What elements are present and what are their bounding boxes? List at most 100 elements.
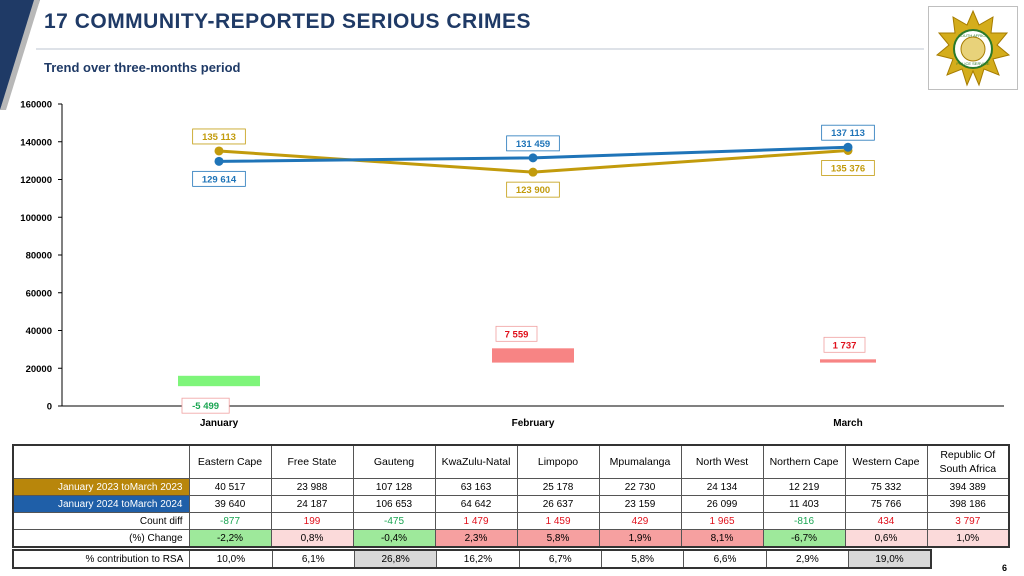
cell: 434 [844, 512, 928, 530]
cell: 199 [270, 512, 354, 530]
row-label-2024: January 2024 toMarch 2024 [12, 495, 190, 513]
table-header-row: Eastern Cape Free State Gauteng KwaZulu-… [13, 444, 1010, 479]
series-point [214, 146, 224, 156]
column-header: North West [680, 444, 764, 479]
svg-text:POLICE SERVICE: POLICE SERVICE [956, 61, 990, 66]
data-label-box [192, 128, 246, 145]
cell: 12 219 [762, 478, 846, 496]
x-tick-label: January [200, 418, 239, 429]
contribution-table: % contribution to RSA 10,0% 6,1% 26,8% 1… [12, 549, 932, 569]
cell: 75 766 [844, 495, 928, 513]
data-label: 129 614 [202, 174, 237, 185]
star-badge-icon: SOUTH AFRICA POLICE SERVICE [935, 9, 1011, 87]
row-label-2023: January 2023 toMarch 2023 [12, 478, 190, 496]
difference-label-box [495, 325, 538, 342]
cell: 10,0% [189, 549, 273, 569]
cell: 429 [598, 512, 682, 530]
cell: -475 [352, 512, 436, 530]
y-tick-label: 100000 [20, 213, 52, 224]
cell: 3 797 [926, 512, 1010, 530]
y-tick-label: 160000 [20, 100, 52, 111]
cell: -877 [188, 512, 272, 530]
data-label: 135 113 [202, 132, 236, 143]
cell: 6,1% [271, 549, 355, 569]
data-label-box [821, 160, 875, 176]
difference-label-box [181, 397, 230, 414]
cell: 2,9% [765, 549, 850, 569]
cell: 11 403 [762, 495, 846, 513]
cell: 5,8% [600, 549, 685, 569]
series-point [843, 142, 853, 152]
cell: 75 332 [844, 478, 928, 496]
cell: 398 186 [926, 495, 1010, 513]
column-header: Limpopo [516, 444, 600, 479]
svg-text:SOUTH AFRICA: SOUTH AFRICA [958, 33, 988, 38]
data-label-box [506, 181, 560, 198]
y-tick-label: 40000 [26, 326, 52, 337]
cell: 24 187 [270, 495, 354, 513]
cell: -816 [762, 512, 846, 530]
difference-label: -5 499 [192, 401, 219, 412]
cell: 24 134 [680, 478, 764, 496]
table-row: January 2024 toMarch 2024 39 640 24 187 … [12, 495, 1010, 513]
series-point [528, 167, 538, 177]
row-label-count-diff: Count diff [12, 512, 190, 530]
table-row: Count diff -877 199 -475 1 479 1 459 429… [12, 512, 1010, 530]
cell: 106 653 [352, 495, 436, 513]
cell: 1 479 [434, 512, 518, 530]
column-header: Western Cape [844, 444, 928, 479]
cell: 1 965 [680, 512, 764, 530]
table-row: % contribution to RSA 10,0% 6,1% 26,8% 1… [12, 549, 932, 569]
difference-label-box [823, 336, 866, 353]
cell: 25 178 [516, 478, 600, 496]
cell: 0,8% [270, 529, 354, 548]
table-row: January 2023 toMarch 2023 40 517 23 988 … [12, 478, 1010, 496]
cell: 39 640 [188, 495, 272, 513]
difference-label: 7 559 [505, 329, 529, 340]
cell: 107 128 [352, 478, 436, 496]
cell: 22 730 [598, 478, 682, 496]
difference-bar [492, 348, 574, 363]
series-point [528, 153, 538, 163]
table-corner [13, 445, 189, 479]
title-divider [36, 48, 924, 50]
cell: 40 517 [188, 478, 272, 496]
saps-logo: SOUTH AFRICA POLICE SERVICE [928, 6, 1018, 90]
cell: 6,6% [683, 549, 767, 569]
cell: 64 642 [434, 495, 518, 513]
column-header: Gauteng [352, 444, 436, 479]
cell: 2,3% [434, 529, 518, 548]
data-label-box [821, 124, 875, 141]
cell: 26 637 [516, 495, 600, 513]
row-label-contribution: % contribution to RSA [12, 549, 191, 569]
y-tick-label: 60000 [26, 288, 52, 299]
difference-bar [178, 375, 260, 387]
cell: 6,7% [518, 549, 602, 569]
cell: 394 389 [926, 478, 1010, 496]
cell: 23 159 [598, 495, 682, 513]
cell: -0,4% [352, 529, 436, 548]
column-header: Eastern Cape [188, 444, 272, 479]
data-label-box [192, 170, 246, 187]
column-header: Republic Of South Africa [926, 444, 1010, 479]
cell: -2,2% [188, 529, 272, 548]
series-point [214, 156, 224, 166]
cell: 16,2% [436, 549, 520, 569]
cell: 1,9% [598, 529, 682, 548]
column-header: KwaZulu-Natal [434, 444, 518, 479]
cell: 26 099 [680, 495, 764, 513]
y-tick-label: 20000 [26, 364, 52, 375]
x-tick-label: February [512, 418, 555, 429]
difference-label: 1 737 [833, 340, 857, 351]
cell: -6,7% [762, 529, 846, 548]
y-tick-label: 140000 [20, 137, 52, 148]
page-title: 17 COMMUNITY-REPORTED SERIOUS CRIMES [44, 10, 532, 33]
column-header: Northern Cape [762, 444, 846, 479]
data-label-box [506, 135, 560, 152]
cell: 1 459 [516, 512, 600, 530]
column-header: Mpumalanga [598, 444, 682, 479]
y-tick-label: 0 [47, 402, 52, 413]
cell: 5,8% [516, 529, 600, 548]
data-label: 137 113 [831, 128, 865, 139]
y-tick-label: 80000 [26, 251, 52, 262]
